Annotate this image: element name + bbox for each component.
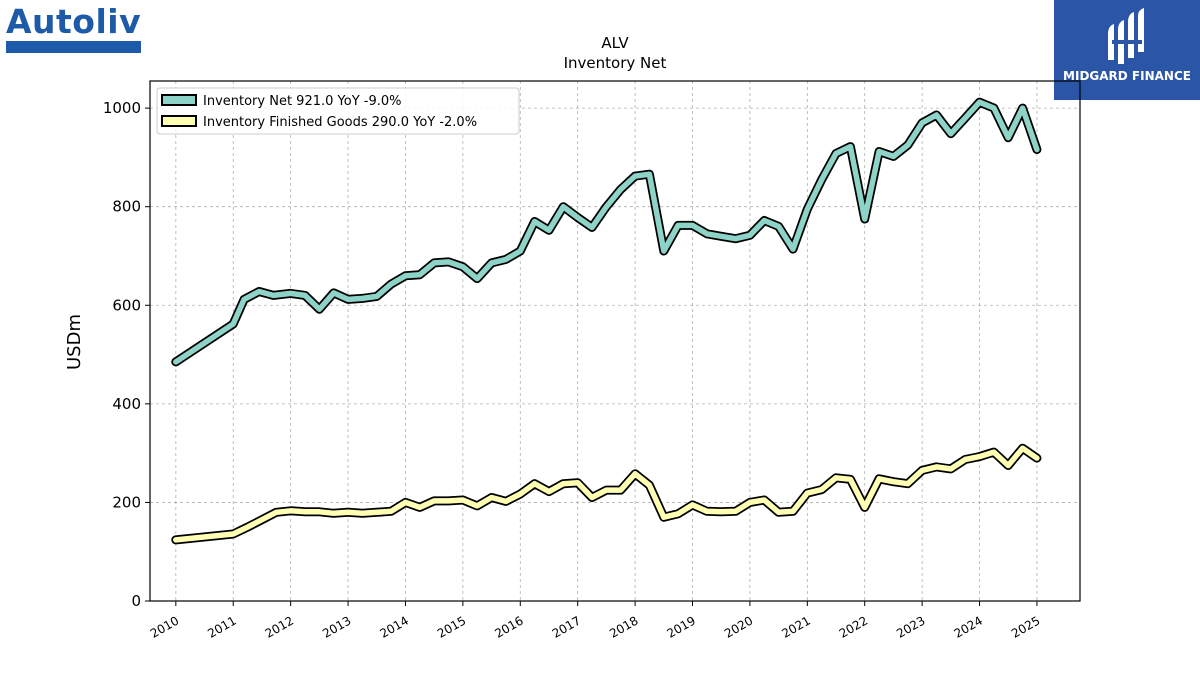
x-tick-label: 2016 (492, 613, 525, 640)
y-tick-label: 200 (112, 493, 141, 511)
series-1 (171, 97, 1042, 367)
x-tick-label: 2013 (320, 613, 353, 640)
chart-title: ALV (601, 34, 629, 52)
legend-label-2: Inventory Finished Goods 290.0 YoY -2.0% (203, 115, 477, 130)
x-tick-label: 2024 (952, 613, 985, 640)
y-tick-label: 800 (112, 198, 141, 216)
series-2-outline (171, 443, 1042, 545)
axis-ticks: 0 200 400 600 800 1000 2010 2011 2012 2013 2014 201… (103, 99, 1043, 641)
legend-swatch-1 (161, 94, 197, 106)
midgard-finance-logo: MIDGARD FINANCE (1054, 0, 1200, 100)
plot-frame (149, 80, 1081, 602)
y-axis-label: USDm (64, 314, 85, 370)
autoliv-logo: Autoliv (6, 4, 142, 54)
x-tick-label: 2018 (607, 613, 640, 640)
series-2 (171, 443, 1042, 545)
x-tick-label: 2014 (378, 613, 411, 640)
x-tick-label: 2020 (722, 613, 755, 640)
y-tick-label: 600 (112, 296, 141, 314)
legend-swatch-2 (161, 115, 197, 127)
grid (150, 81, 1080, 602)
chart-subtitle: Inventory Net (564, 54, 667, 72)
midgard-emblem-icon (1108, 8, 1144, 64)
x-tick-label: 2022 (837, 613, 870, 640)
legend-box (156, 87, 520, 135)
y-tick-label: 400 (112, 395, 141, 413)
autoliv-logo-bar (6, 41, 141, 53)
midgard-finance-name: MIDGARD FINANCE (1063, 69, 1191, 83)
x-tick-label: 2011 (205, 613, 238, 640)
x-tick-label: 2012 (263, 613, 296, 640)
y-tick-label: 1000 (103, 99, 141, 117)
legend-label-1: Inventory Net 921.0 YoY -9.0% (203, 94, 402, 109)
series-2-line (173, 445, 1040, 543)
x-tick-label: 2010 (148, 613, 181, 640)
y-tick-label: 0 (131, 592, 141, 610)
series-layer (171, 97, 1042, 545)
x-tick-label: 2023 (894, 613, 927, 640)
x-tick-label: 2019 (665, 613, 698, 640)
series-1-line (173, 99, 1040, 365)
x-tick-label: 2015 (435, 613, 468, 640)
autoliv-logo-text: Autoliv (6, 2, 142, 41)
x-tick-label: 2021 (779, 613, 812, 640)
legend: Inventory Net 921.0 YoY -9.0% Inventory F… (156, 87, 520, 135)
x-tick-label: 2017 (550, 613, 583, 640)
x-tick-label: 2025 (1009, 613, 1042, 640)
